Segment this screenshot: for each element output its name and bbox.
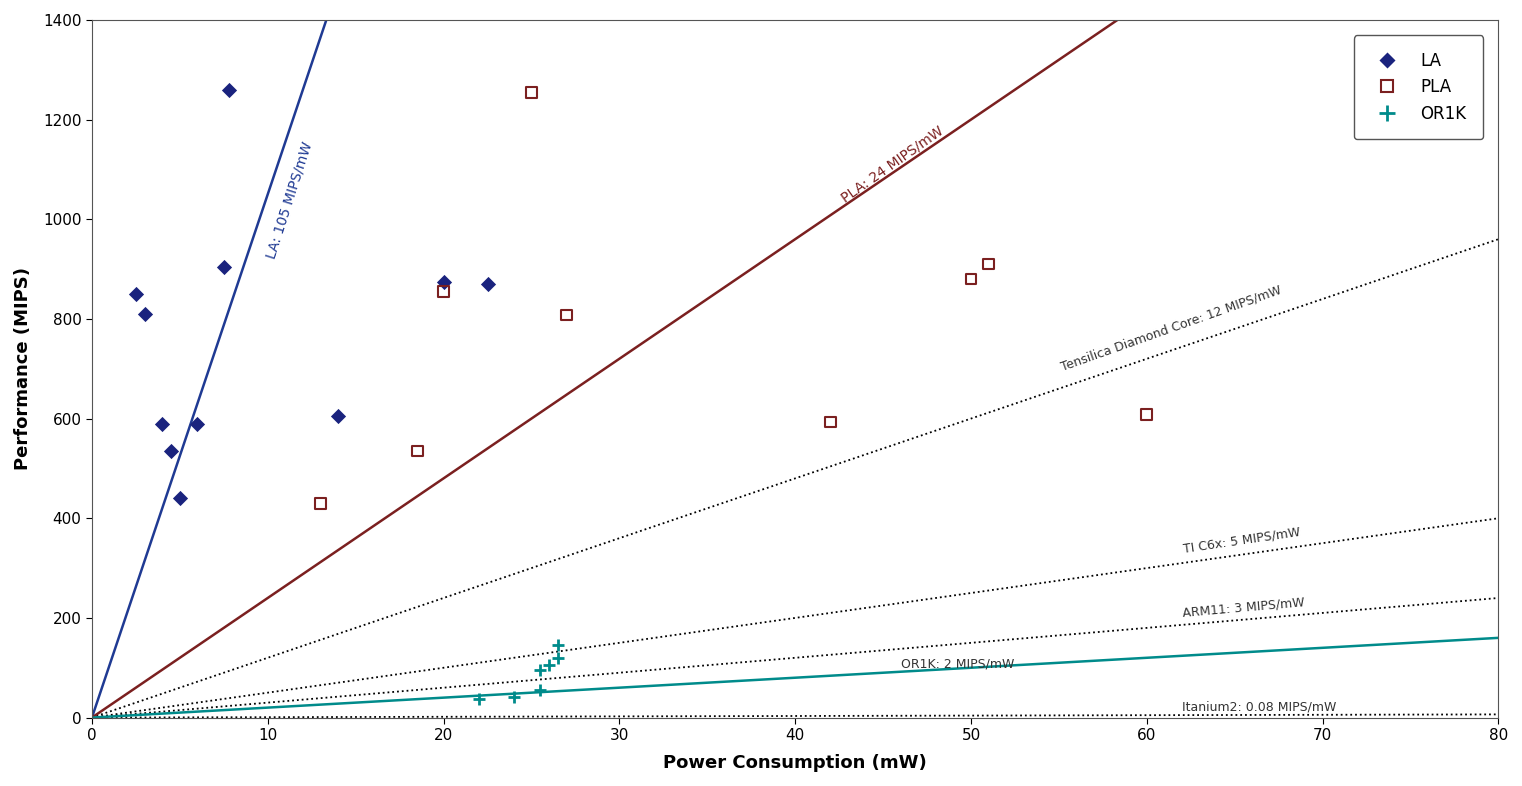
Point: [959, 273, 983, 285]
Point: [475, 277, 499, 290]
Point: [158, 445, 183, 457]
Point: [186, 417, 210, 430]
Point: [537, 659, 562, 671]
Point: [546, 639, 571, 652]
Text: PLA: 24 MIPS/mW: PLA: 24 MIPS/mW: [839, 123, 947, 205]
Y-axis label: Performance (MIPS): Performance (MIPS): [14, 267, 32, 470]
Point: [167, 492, 192, 505]
Text: ARM11: 3 MIPS/mW: ARM11: 3 MIPS/mW: [1183, 596, 1306, 620]
Text: Itanium2: 0.08 MIPS/mW: Itanium2: 0.08 MIPS/mW: [1183, 700, 1336, 714]
Point: [431, 285, 455, 298]
Point: [1135, 408, 1160, 421]
Point: [151, 417, 175, 430]
Point: [431, 275, 455, 288]
Point: [467, 692, 492, 705]
Point: [326, 410, 350, 422]
Point: [309, 497, 333, 509]
Point: [519, 86, 543, 98]
Point: [546, 652, 571, 664]
Point: [554, 309, 578, 321]
Point: [502, 690, 527, 703]
Legend: LA, PLA, OR1K: LA, PLA, OR1K: [1353, 35, 1482, 139]
Text: LA: 105 MIPS/mW: LA: 105 MIPS/mW: [265, 140, 315, 260]
Point: [123, 288, 148, 300]
Point: [528, 664, 552, 677]
Text: TI C6x: 5 MIPS/mW: TI C6x: 5 MIPS/mW: [1183, 526, 1301, 556]
Text: Tensilica Diamond Core: 12 MIPS/mW: Tensilica Diamond Core: 12 MIPS/mW: [1059, 284, 1283, 373]
Point: [405, 445, 429, 457]
Point: [132, 307, 157, 320]
Point: [977, 258, 1001, 270]
Text: OR1K: 2 MIPS/mW: OR1K: 2 MIPS/mW: [901, 657, 1014, 670]
Point: [212, 260, 236, 273]
X-axis label: Power Consumption (mW): Power Consumption (mW): [664, 754, 927, 772]
Point: [528, 684, 552, 696]
Point: [819, 416, 843, 428]
Point: [216, 83, 240, 96]
